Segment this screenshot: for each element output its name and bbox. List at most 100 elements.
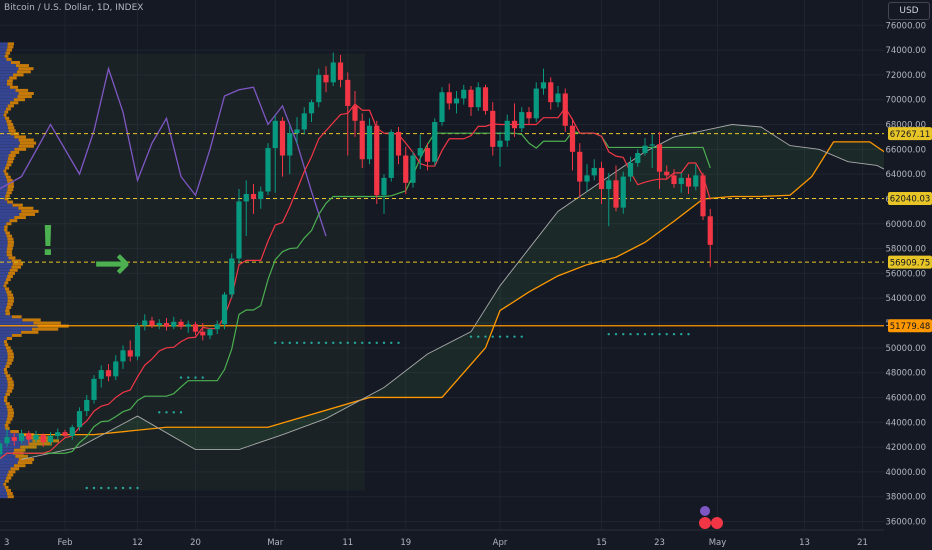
candle-body [142,320,148,326]
teal-dot [303,341,306,345]
volume-bar-up [0,405,7,409]
candle-down [40,433,46,448]
volume-bar-down [5,309,10,313]
teal-dot [172,411,175,414]
level-price-label: 62040.03 [890,195,931,205]
volume-bar-up [0,250,7,254]
volume-bar-down [7,123,14,127]
candle-body [519,112,525,129]
candle-body [649,144,655,146]
volume-bar-up [0,240,8,244]
volume-bar-up [0,368,4,372]
volume-bar-up [0,259,12,263]
volume-bar-down [7,181,14,185]
volume-bar-up [0,45,8,49]
candle-down [192,321,199,336]
volume-bar-up [0,147,15,151]
volume-bar-down [11,265,21,269]
volume-bar-up [0,423,5,427]
candle-up [113,355,119,381]
candle-up [540,68,547,95]
volume-bar-down [18,67,34,71]
teal-dot [491,335,494,338]
volume-bar-up [0,253,7,257]
volume-bar-down [6,290,12,294]
candle-up [642,138,648,156]
candle-up [432,118,438,166]
candle-body [577,151,583,182]
volume-bar-up [0,85,10,89]
candle-down [446,83,452,110]
volume-bar-up [0,88,16,92]
candle-body [678,177,684,185]
volume-bar-up [0,315,12,319]
volume-bar-up [0,163,7,167]
volume-bar-down [11,315,22,319]
volume-bar-up [0,82,7,86]
volume-bar-down [6,222,12,226]
candle-down [374,120,380,204]
volume-bar-up [0,265,12,269]
candle-body [40,434,46,443]
volume-bar-up [0,305,7,309]
candle-up [533,82,539,123]
volume-bar-up [0,129,9,133]
price-tick-label: 68000.00 [885,121,926,131]
cloud-fill [21,124,906,460]
volume-bar-up [0,392,6,396]
candle-body [91,378,97,400]
lagging-span [0,66,327,237]
price-tick-label: 72000.00 [885,71,926,81]
volume-bar-up [0,119,7,123]
price-axis-bg [884,0,932,550]
price-tick-label: 60000.00 [885,220,926,230]
volume-bar-up [0,290,7,294]
volume-bar-down [6,389,13,393]
volume-bar-down [4,371,8,375]
volume-bar-up [0,426,6,430]
price-tick-label: 40000.00 [885,468,926,478]
volume-bar-up [0,237,8,241]
candle-down [149,316,155,328]
teal-dot [477,335,480,338]
candle-up [120,345,126,369]
teal-dot [382,341,386,345]
candle-body [98,370,104,379]
volume-bar-down [4,281,9,285]
price-tick-label: 42000.00 [885,443,926,453]
candle-body [105,370,112,377]
teal-dot [165,411,168,414]
volume-bar-down [32,327,59,331]
price-tick-label: 44000.00 [885,418,926,428]
volume-bar-down [7,160,14,164]
volume-bar-up [0,271,9,275]
teal-dot [687,332,690,336]
volume-bar-up [0,340,4,344]
candle-down [323,66,329,93]
teal-dot [607,332,610,336]
volume-bar-up [0,76,10,80]
volume-bar-up [0,206,19,210]
currency-button[interactable]: USD [888,2,930,20]
earnings-event-icon [699,517,711,529]
volume-bar-down [9,76,17,80]
candle-up [142,314,148,331]
teal-dot [651,332,654,336]
teal-dot [614,332,618,336]
price-tick-label: 76000.00 [885,21,926,31]
candle-up [417,134,423,170]
volume-bar-down [7,408,14,412]
candle-up [519,107,525,132]
arrow-annotation: → [94,238,131,289]
candle-body [693,175,699,187]
volume-bar-up [0,79,8,83]
candle-down [26,430,32,445]
teal-dot [317,341,320,345]
volume-bar-down [10,467,20,471]
volume-bar-down [7,380,14,384]
volume-bar-up [0,299,8,303]
candle-up [388,129,394,182]
candle-down [707,208,713,268]
volume-bar-down [7,386,14,390]
